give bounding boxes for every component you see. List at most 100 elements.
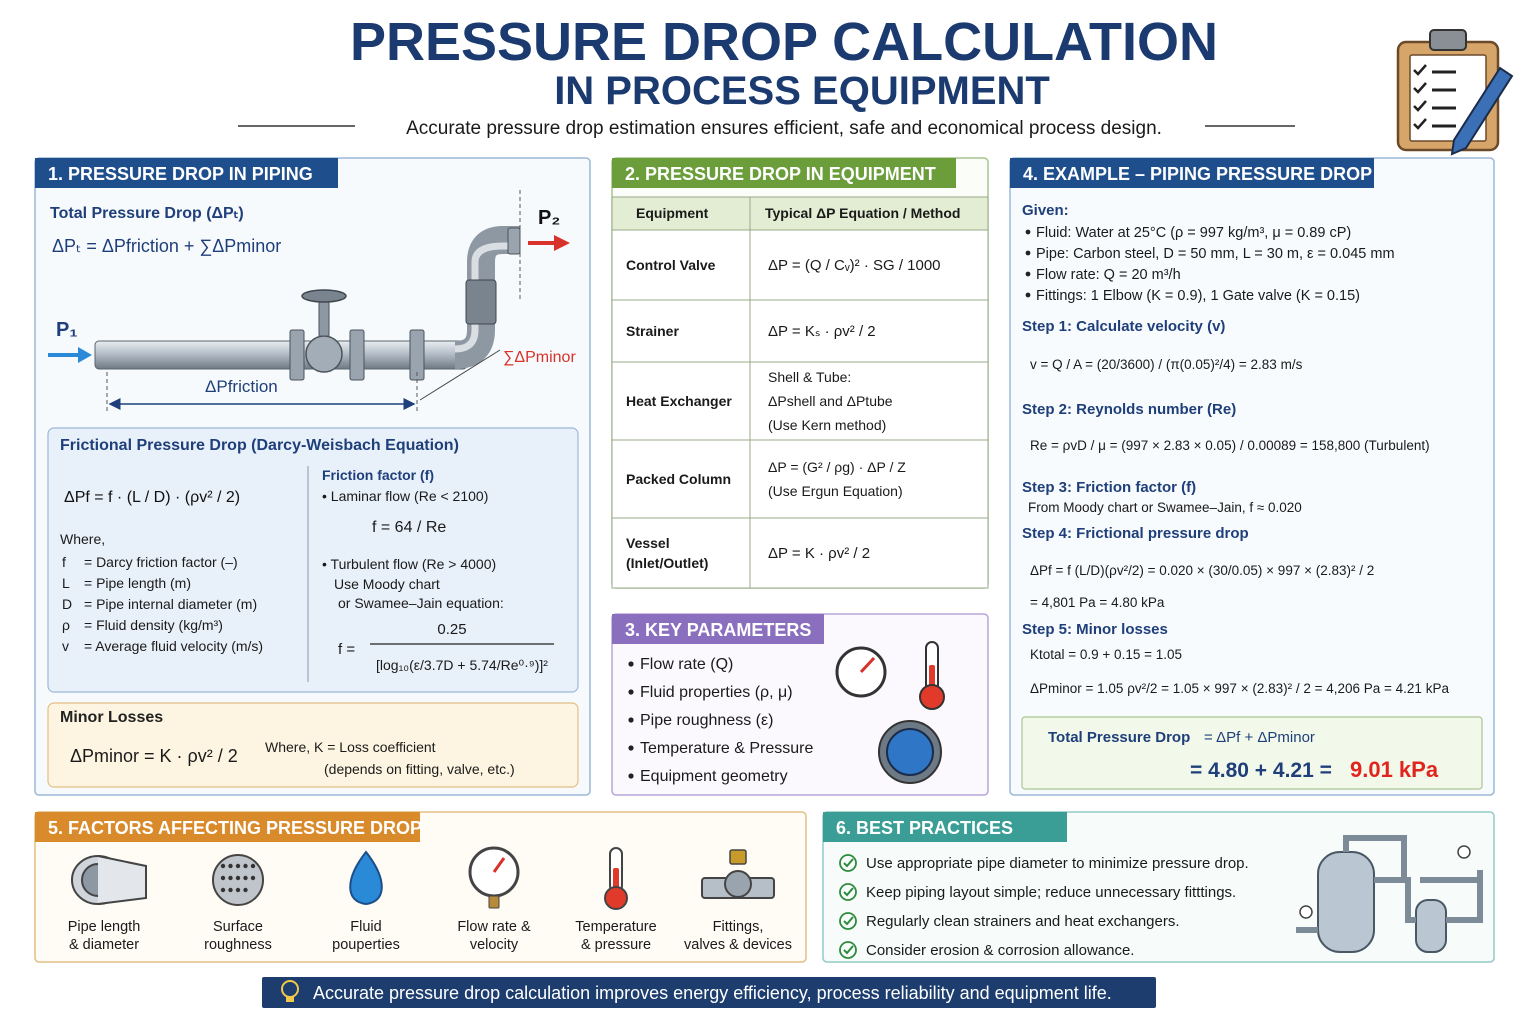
roughness-dot	[250, 875, 256, 881]
where-label: Where,	[60, 531, 105, 547]
bullet	[1025, 250, 1031, 256]
definition-text: = Fluid density (kg/m³)	[84, 617, 223, 633]
given-item: Flow rate: Q = 20 m³/h	[1036, 267, 1181, 283]
check-icon	[839, 854, 857, 872]
factor-label: Flow rate &	[457, 919, 531, 935]
parameter: Fluid properties (ρ, μ)	[640, 684, 793, 701]
gauge-needle	[859, 656, 876, 674]
equipment-method: ΔPshell and ΔPtube	[768, 393, 893, 409]
check-mark	[843, 945, 854, 955]
step-line: ΔPminor = 1.05 ρv²/2 = 1.05 × 997 × (2.8…	[1030, 681, 1449, 696]
inlet-arrowhead	[78, 347, 92, 363]
clipboard-clip	[1429, 29, 1467, 51]
equipment-method: Shell & Tube:	[768, 369, 851, 385]
total-sum: = 4.80 + 4.21 =	[1190, 759, 1332, 782]
formula: 0.25	[437, 621, 466, 638]
roughness-dot	[250, 863, 256, 869]
bullet	[628, 717, 634, 723]
fitting-handle	[729, 849, 747, 865]
roughness-dot	[220, 875, 226, 881]
factor-label: velocity	[470, 937, 519, 953]
check-icon	[839, 912, 857, 930]
note: (depends on fitting, valve, etc.)	[324, 761, 515, 777]
check-mark	[843, 887, 854, 897]
given-item: Fittings: 1 Elbow (K = 0.9), 1 Gate valv…	[1036, 288, 1360, 304]
definition-text: = Darcy friction factor (–)	[84, 554, 238, 570]
column-header: Equipment	[636, 205, 709, 221]
note: Use Moody chart	[334, 576, 440, 592]
section-heading-tab	[1010, 158, 1374, 188]
section-heading-tab	[35, 812, 420, 842]
step-line: Re = ρvD / μ = (997 × 2.83 × 0.05) / 0.0…	[1030, 438, 1430, 453]
pipe-icon-body	[97, 855, 147, 905]
roughness-dot	[235, 863, 241, 869]
formula: ΔPminor = K · ρv² / 2	[70, 746, 238, 766]
definition-text: = Pipe length (m)	[84, 575, 191, 591]
roughness-dot	[235, 875, 241, 881]
section-heading: 1. PRESSURE DROP IN PIPING	[48, 164, 313, 184]
box-heading: Friction factor (f)	[322, 467, 434, 483]
outlet-arrowhead	[554, 235, 570, 251]
pipe-elbow-shine	[454, 242, 520, 353]
factor-label: & diameter	[69, 937, 139, 953]
definition-text: = Pipe internal diameter (m)	[84, 596, 257, 612]
given-item: Pipe: Carbon steel, D = 50 mm, L = 30 m,…	[1036, 246, 1395, 262]
subtitle: Accurate pressure drop estimation ensure…	[406, 118, 1162, 139]
step-title: Step 4: Frictional pressure drop	[1022, 525, 1249, 542]
bullet	[628, 661, 634, 667]
title: PRESSURE DROP CALCULATION	[350, 12, 1218, 72]
piping-icon	[1296, 835, 1483, 933]
gauge-icon	[1299, 905, 1313, 919]
formula: [log₁₀(ε/3.7D + 5.74/Re⁰·⁹)]²	[376, 657, 548, 673]
box-heading: Frictional Pressure Drop (Darcy-Weisbach…	[60, 437, 459, 454]
bullet	[1025, 292, 1031, 298]
table-header	[611, 196, 989, 231]
column-header: Typical ΔP Equation / Method	[765, 205, 960, 221]
check	[1413, 64, 1427, 76]
parameter: Pipe roughness (ε)	[640, 712, 773, 729]
equipment-method: ΔP = K · ρv² / 2	[768, 545, 870, 562]
bullet	[628, 773, 634, 779]
bullet	[1025, 229, 1031, 235]
bullet-text: • Turbulent flow (Re > 4000)	[322, 556, 496, 572]
parameter: Temperature & Pressure	[640, 740, 814, 757]
roughness-dot	[220, 863, 226, 869]
flange	[507, 227, 521, 255]
roughness-dot	[243, 887, 248, 893]
factor-label: pouperties	[332, 937, 400, 953]
check-mark	[843, 858, 854, 868]
section-heading: 3. KEY PARAMETERS	[625, 620, 811, 640]
note: or Swamee–Jain equation:	[338, 595, 504, 611]
vessel-icon	[1415, 899, 1447, 953]
given-item: Fluid: Water at 25°C (ρ = 997 kg/m³, μ =…	[1036, 225, 1351, 241]
pipe-elbow	[454, 226, 520, 369]
flange	[349, 329, 365, 381]
minor-box	[47, 702, 579, 788]
total-result: 9.01 kPa	[1350, 757, 1439, 782]
factor-label: Fittings,	[713, 919, 764, 935]
equipment-method: ΔP = Kₛ · ρv² / 2	[768, 323, 876, 340]
definition-symbol: v	[62, 638, 69, 654]
roughness-dot	[228, 875, 233, 881]
formula: ΔPₜ = ΔPfriction + ∑ΔPminor	[52, 236, 281, 256]
roughness-dot	[228, 887, 233, 893]
check	[1413, 118, 1427, 130]
drop-icon	[349, 850, 383, 906]
gauge-needle	[492, 857, 506, 873]
leader-line	[419, 349, 501, 401]
formula: f =	[338, 641, 355, 658]
definition-symbol: L	[62, 575, 70, 591]
footer-banner	[262, 977, 1156, 1008]
check	[1413, 100, 1427, 112]
parameter: Flow rate (Q)	[640, 656, 733, 673]
equipment-method: (Use Ergun Equation)	[768, 483, 903, 499]
factor-label: & pressure	[581, 937, 651, 953]
definition-symbol: D	[62, 596, 72, 612]
section-heading: 2. PRESSURE DROP IN EQUIPMENT	[625, 164, 936, 184]
equipment-method: ΔP = (G² / ρg) · ΔP / Z	[768, 459, 906, 475]
parameter: Equipment geometry	[640, 768, 788, 785]
diagram-label: P₁	[56, 319, 78, 341]
definition-symbol: f	[62, 554, 66, 570]
roughness-dot	[243, 863, 248, 869]
